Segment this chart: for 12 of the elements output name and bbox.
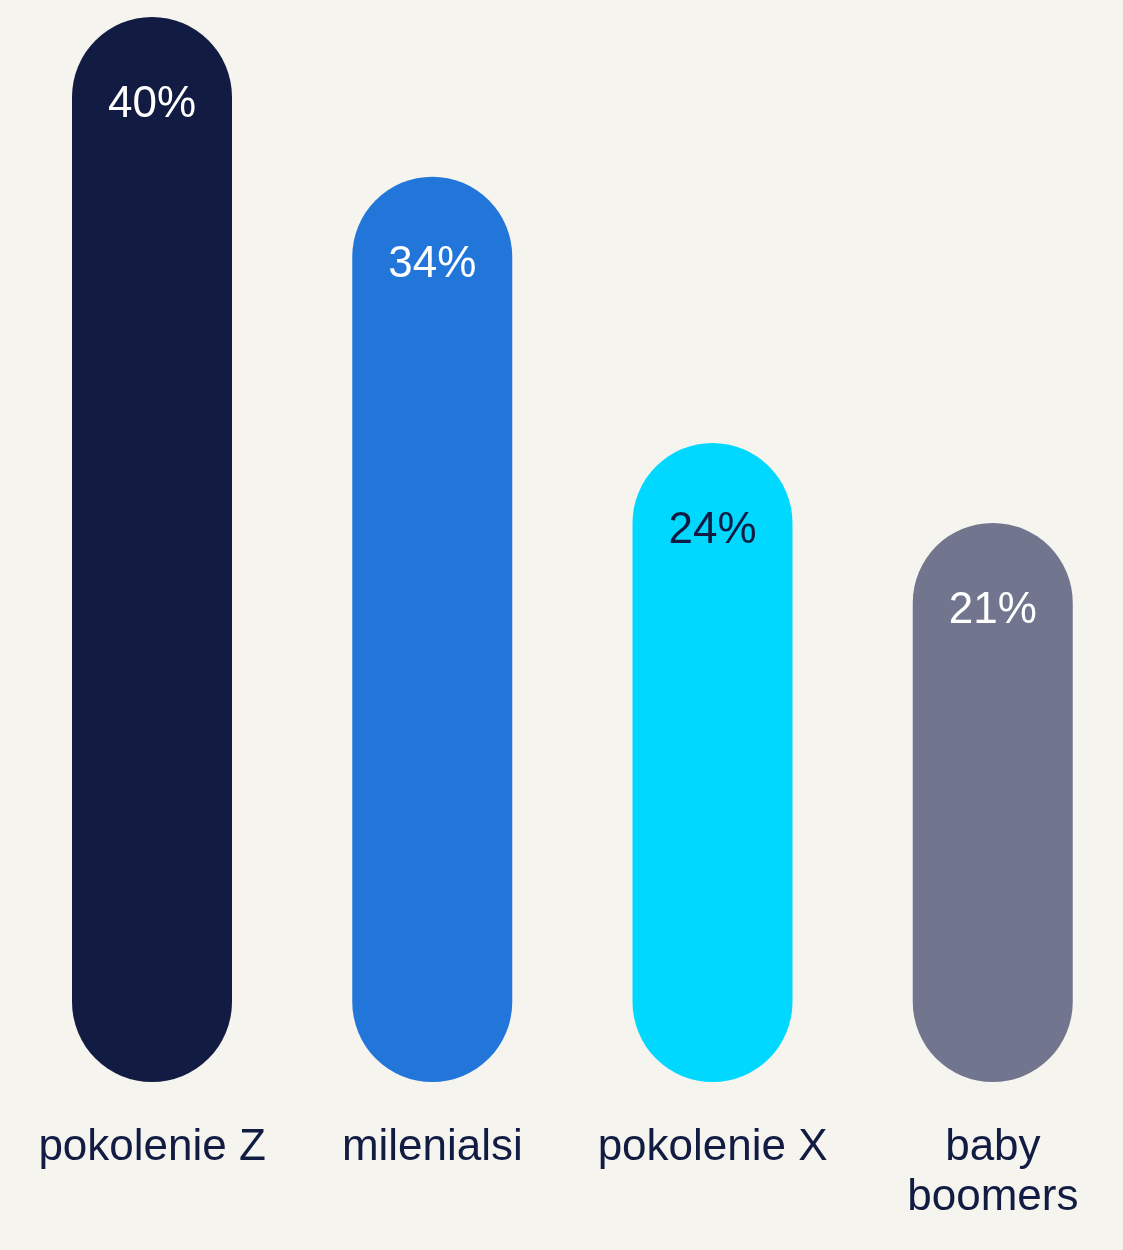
bar — [912, 522, 1073, 1082]
data-label: 40% — [107, 77, 197, 126]
x-tick-label: pokolenie Z — [38, 1120, 266, 1169]
x-tick-label: baby boomers — [907, 1120, 1079, 1219]
bar — [72, 17, 232, 1082]
bar — [352, 176, 513, 1082]
bar — [632, 443, 793, 1082]
data-label: 21% — [948, 582, 1037, 632]
x-tick-label: milenialsi — [341, 1120, 523, 1169]
data-label: 24% — [668, 503, 757, 552]
x-tick-label: pokolenie X — [597, 1120, 828, 1169]
data-label: 34% — [388, 236, 477, 286]
